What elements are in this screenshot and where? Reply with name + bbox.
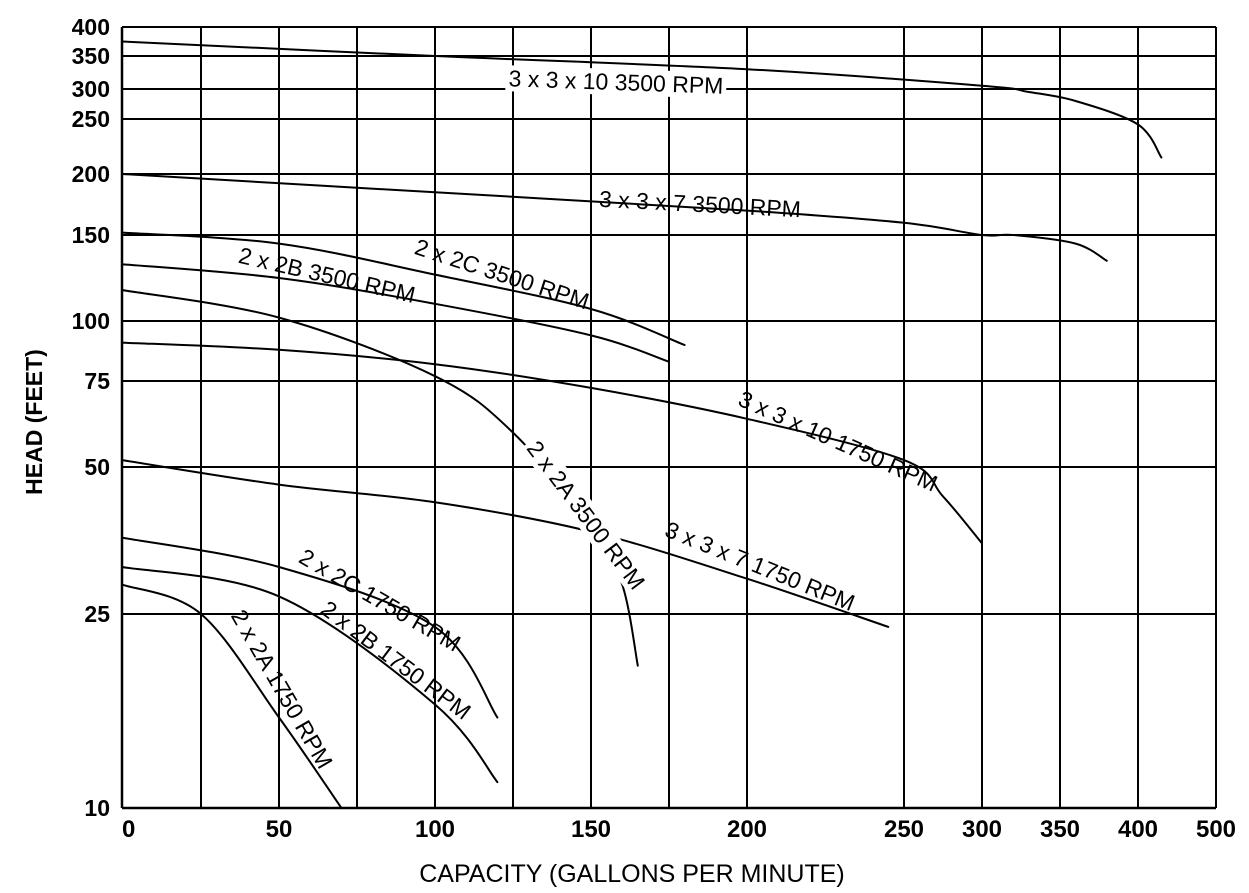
y-tick-label: 250 [72, 106, 110, 132]
pump-curve-line [121, 583, 343, 809]
curve-label: 3 x 3 x 7 3500 RPM [598, 186, 801, 223]
curve-label: 3 x 3 x 10 1750 RPM [735, 385, 942, 496]
curve-label-background [519, 433, 653, 597]
x-tick-label: 250 [884, 816, 924, 843]
y-tick-label: 350 [72, 43, 110, 69]
curve-label-group: 2 x 2A 3500 RPM [519, 433, 653, 597]
curve-label: 2 x 2C 3500 RPM [412, 234, 593, 315]
curve-label: 3 x 3 x 7 1750 RPM [661, 516, 858, 616]
x-tick-label: 300 [962, 816, 1002, 843]
x-tick-label: 500 [1196, 816, 1236, 843]
curve-label: 3 x 3 x 10 3500 RPM [508, 65, 724, 98]
pump-curve-line [121, 40, 1163, 159]
y-axis-title: HEAD (FEET) [21, 349, 47, 495]
y-tick-label: 400 [72, 14, 110, 40]
x-tick-label: 200 [727, 816, 767, 843]
x-axis-title: CAPACITY (GALLONS PER MINUTE) [419, 860, 845, 888]
pump-curve-line [121, 536, 499, 719]
y-tick-label: 150 [72, 222, 110, 248]
pump-curve-line [121, 231, 686, 346]
curve-label-group: 3 x 3 x 7 1750 RPM [661, 516, 858, 616]
y-tick-label: 10 [84, 795, 110, 821]
y-tick-label: 300 [72, 76, 110, 102]
curve-label-group: 3 x 3 x 10 3500 RPM [505, 65, 727, 99]
curve-label: 2 x 2A 3500 RPM [522, 436, 650, 595]
pump-curves [121, 40, 1163, 809]
gridlines [120, 26, 1217, 810]
pump-curve-line [121, 459, 890, 628]
x-tick-label: 50 [266, 816, 293, 843]
x-tick-label: 0 [122, 816, 135, 843]
x-tick-label: 150 [571, 816, 611, 843]
y-tick-label: 200 [72, 161, 110, 187]
y-tick-label: 25 [84, 601, 110, 627]
curve-label-group: 2 x 2C 3500 RPM [412, 234, 593, 315]
pump-curve-line [121, 566, 499, 784]
y-tick-label: 100 [72, 308, 110, 334]
curve-label-background [505, 65, 727, 99]
x-tick-label: 400 [1118, 816, 1158, 843]
pump-curve-line [121, 263, 670, 363]
x-tick-label: 350 [1040, 816, 1080, 843]
y-axis-tick-labels: 400 350 300 250 200 150 100 75 50 25 10 [72, 14, 111, 821]
curve-label-group: 3 x 3 x 10 1750 RPM [735, 385, 942, 496]
x-axis-tick-labels: 0 50 100 150 200 250 300 350 400 500 [122, 816, 1236, 843]
pump-curve-line [121, 173, 1108, 262]
pump-curve-line [121, 341, 983, 545]
curve-label: 2 x 2A 1750 RPM [226, 605, 338, 773]
curve-label-group: 2 x 2A 1750 RPM [226, 605, 338, 773]
curve-label-group: 3 x 3 x 7 3500 RPM [598, 186, 801, 223]
y-tick-label: 50 [84, 454, 110, 480]
y-tick-label: 75 [84, 368, 110, 394]
x-tick-label: 100 [415, 816, 455, 843]
